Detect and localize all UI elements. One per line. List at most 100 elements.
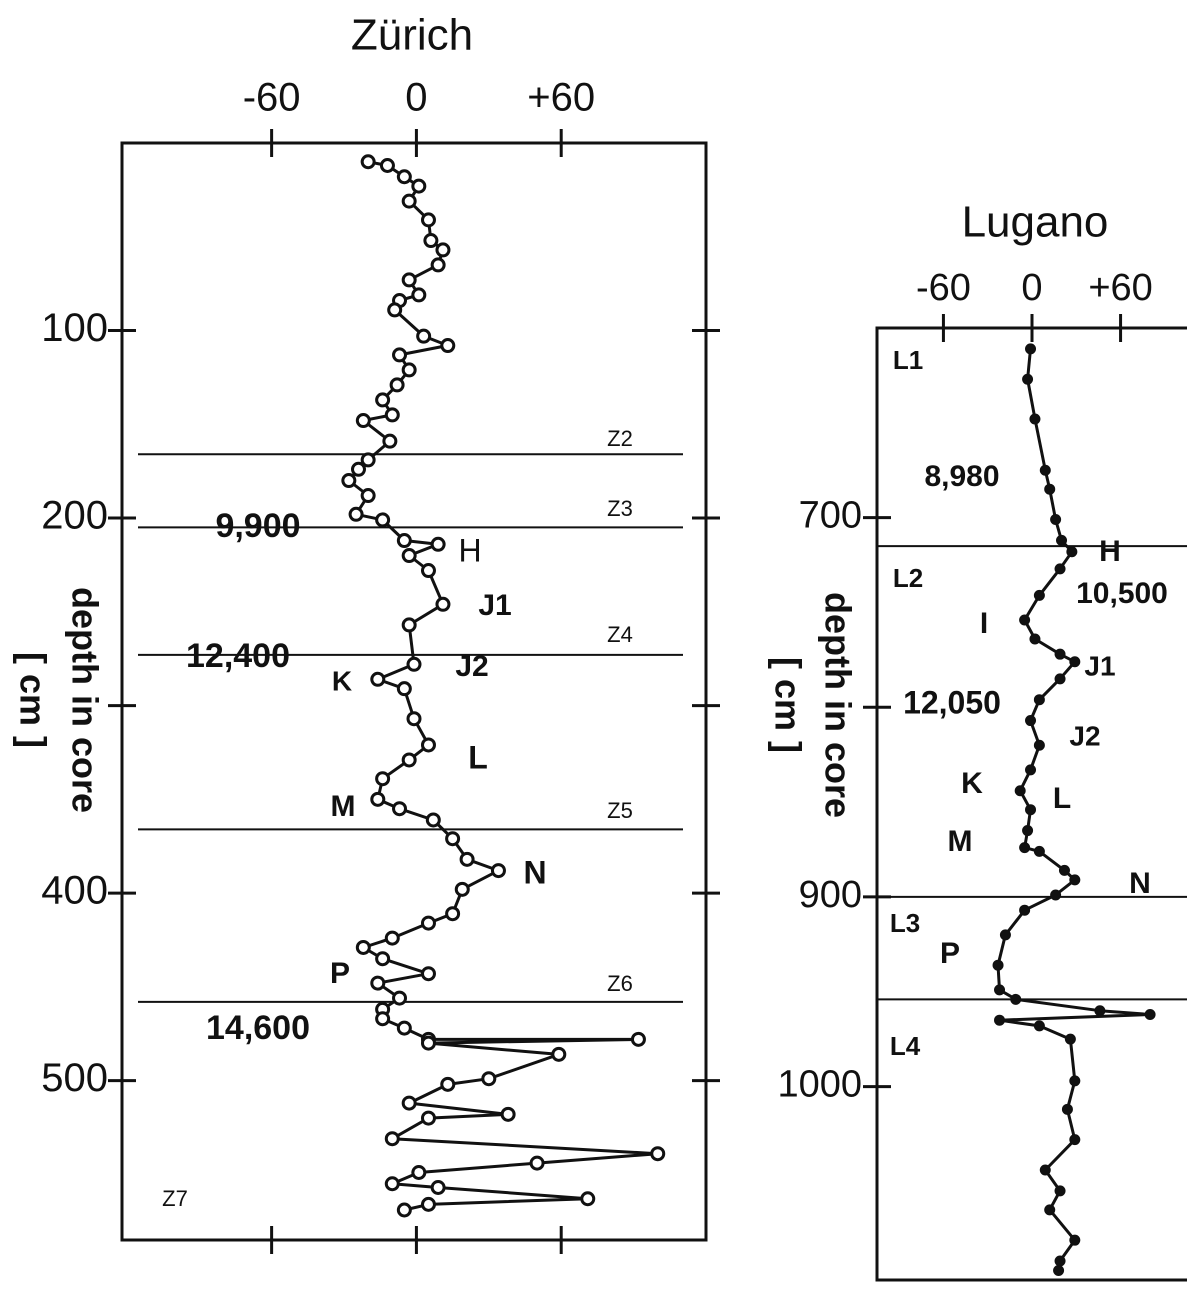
annotation: L4 (890, 1031, 921, 1061)
data-point (420, 212, 436, 228)
data-point (992, 959, 1004, 971)
annotation: N (1129, 867, 1151, 900)
data-point (1025, 715, 1037, 727)
x-tick-label: +60 (527, 76, 595, 120)
data-point (1069, 656, 1081, 668)
data-point (440, 338, 456, 354)
data-point (1014, 785, 1026, 797)
annotation: L2 (893, 563, 923, 593)
data-point (999, 929, 1011, 941)
y-axis-unit: [ cm ] (12, 652, 53, 748)
data-point (1054, 1255, 1066, 1267)
annotation: L3 (890, 908, 920, 938)
data-point (454, 881, 470, 897)
annotation: H (458, 532, 481, 568)
data-point (396, 1202, 412, 1218)
data-point (1019, 614, 1031, 626)
data-point (360, 452, 376, 468)
data-point (420, 966, 436, 982)
data-point (1033, 739, 1045, 751)
data-point (1054, 648, 1066, 660)
data-point (435, 242, 451, 258)
data-point (1094, 1005, 1106, 1017)
y-axis-unit: [ cm ] (767, 657, 808, 753)
data-point (416, 328, 432, 344)
data-point (1025, 804, 1037, 816)
annotation: K (961, 767, 983, 800)
y-tick-label: 700 (799, 495, 862, 537)
data-point (348, 506, 364, 522)
data-point (420, 737, 436, 753)
annotation: 12,400 (186, 637, 290, 675)
data-point (994, 984, 1006, 996)
data-point (411, 178, 427, 194)
data-point (529, 1155, 545, 1171)
annotation: 14,600 (206, 1009, 310, 1047)
data-point (384, 930, 400, 946)
y-tick-label: 100 (41, 306, 108, 350)
x-tick-label: -60 (916, 267, 971, 309)
data-point (459, 851, 475, 867)
y-tick-label: 200 (41, 494, 108, 538)
data-point (1144, 1009, 1156, 1021)
data-point (396, 169, 412, 185)
data-point (375, 512, 391, 528)
data-point (355, 939, 371, 955)
data-point (1069, 1234, 1081, 1246)
data-point (1022, 825, 1034, 837)
annotation: J2 (455, 650, 488, 683)
data-point (420, 1110, 436, 1126)
plot-frame (120, 141, 708, 1242)
annotation: M (331, 790, 356, 823)
annotation: 10,500 (1076, 577, 1168, 610)
annotation: L1 (893, 345, 923, 375)
data-point (1022, 373, 1034, 385)
y-tick-label: 400 (41, 869, 108, 913)
chart-title: Zürich (351, 11, 473, 60)
annotation: J2 (1069, 720, 1100, 751)
data-point (551, 1046, 567, 1062)
data-point (1069, 874, 1081, 886)
data-point (392, 347, 408, 363)
data-point (396, 681, 412, 697)
data-point (1025, 343, 1037, 355)
data-point (406, 656, 422, 672)
y-axis-label: depth in core (64, 587, 105, 813)
data-point (375, 951, 391, 967)
data-point (445, 831, 461, 847)
data-point (420, 1196, 436, 1212)
x-tick-label: 0 (1021, 267, 1042, 309)
data-point (1050, 514, 1062, 526)
data-point (420, 915, 436, 931)
annotation: Z4 (607, 622, 633, 647)
data-point (375, 392, 391, 408)
data-point (1039, 464, 1051, 476)
data-point (430, 536, 446, 552)
data-point (1064, 1033, 1076, 1045)
annotation: Z6 (607, 971, 633, 996)
data-point (1069, 1134, 1081, 1146)
profile-line (347, 160, 660, 1212)
data-point (650, 1146, 666, 1162)
data-point (1053, 1265, 1065, 1277)
data-point (440, 1076, 456, 1092)
data-point (425, 812, 441, 828)
data-point (360, 154, 376, 170)
data-point (490, 863, 506, 879)
data-point (401, 272, 417, 288)
y-tick-label: 1000 (777, 1064, 862, 1106)
annotation: L (1053, 782, 1071, 815)
data-point (420, 563, 436, 579)
data-point (396, 533, 412, 549)
data-point (1066, 546, 1078, 558)
annotation: 12,050 (903, 684, 1001, 720)
data-point (1054, 1185, 1066, 1197)
data-point (1050, 889, 1062, 901)
data-point (445, 906, 461, 922)
data-point (1033, 1020, 1045, 1032)
data-point (387, 302, 403, 318)
data-point (401, 548, 417, 564)
data-point (1039, 1164, 1051, 1176)
annotation: Z7 (162, 1186, 188, 1211)
